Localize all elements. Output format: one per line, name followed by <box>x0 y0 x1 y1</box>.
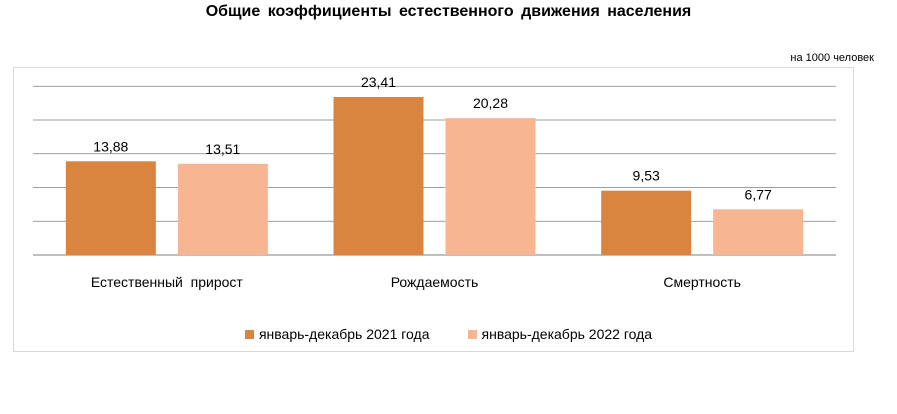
bar <box>713 209 804 255</box>
bar <box>65 161 156 255</box>
legend-item-2022: январь-декабрь 2022 года <box>467 326 653 342</box>
chart-title: Общие коэффициенты естественного движени… <box>205 3 692 20</box>
data-label: 13,88 <box>93 138 128 154</box>
legend-label-2022: январь-декабрь 2022 года <box>481 326 653 342</box>
category-label: Смертность <box>663 274 741 290</box>
legend-item-2021: январь-декабрь 2021 года <box>244 326 430 342</box>
data-label: 6,77 <box>745 186 772 202</box>
legend-swatch-2022 <box>467 329 477 339</box>
plot-frame <box>13 67 854 352</box>
legend: январь-декабрь 2021 года январь-декабрь … <box>0 326 897 342</box>
unit-label: на 1000 человек <box>790 52 874 64</box>
bar <box>601 190 692 255</box>
category-label: Рождаемость <box>391 274 479 290</box>
category-label: Естественный прирост <box>91 274 244 290</box>
bar <box>445 118 536 255</box>
data-label: 20,28 <box>473 95 508 111</box>
data-label: 13,51 <box>205 141 240 157</box>
data-label: 23,41 <box>361 74 396 90</box>
bar <box>177 163 268 255</box>
legend-swatch-2021 <box>244 329 254 339</box>
data-label: 9,53 <box>633 168 660 184</box>
legend-label-2021: январь-декабрь 2021 года <box>258 326 430 342</box>
bar <box>333 96 424 255</box>
